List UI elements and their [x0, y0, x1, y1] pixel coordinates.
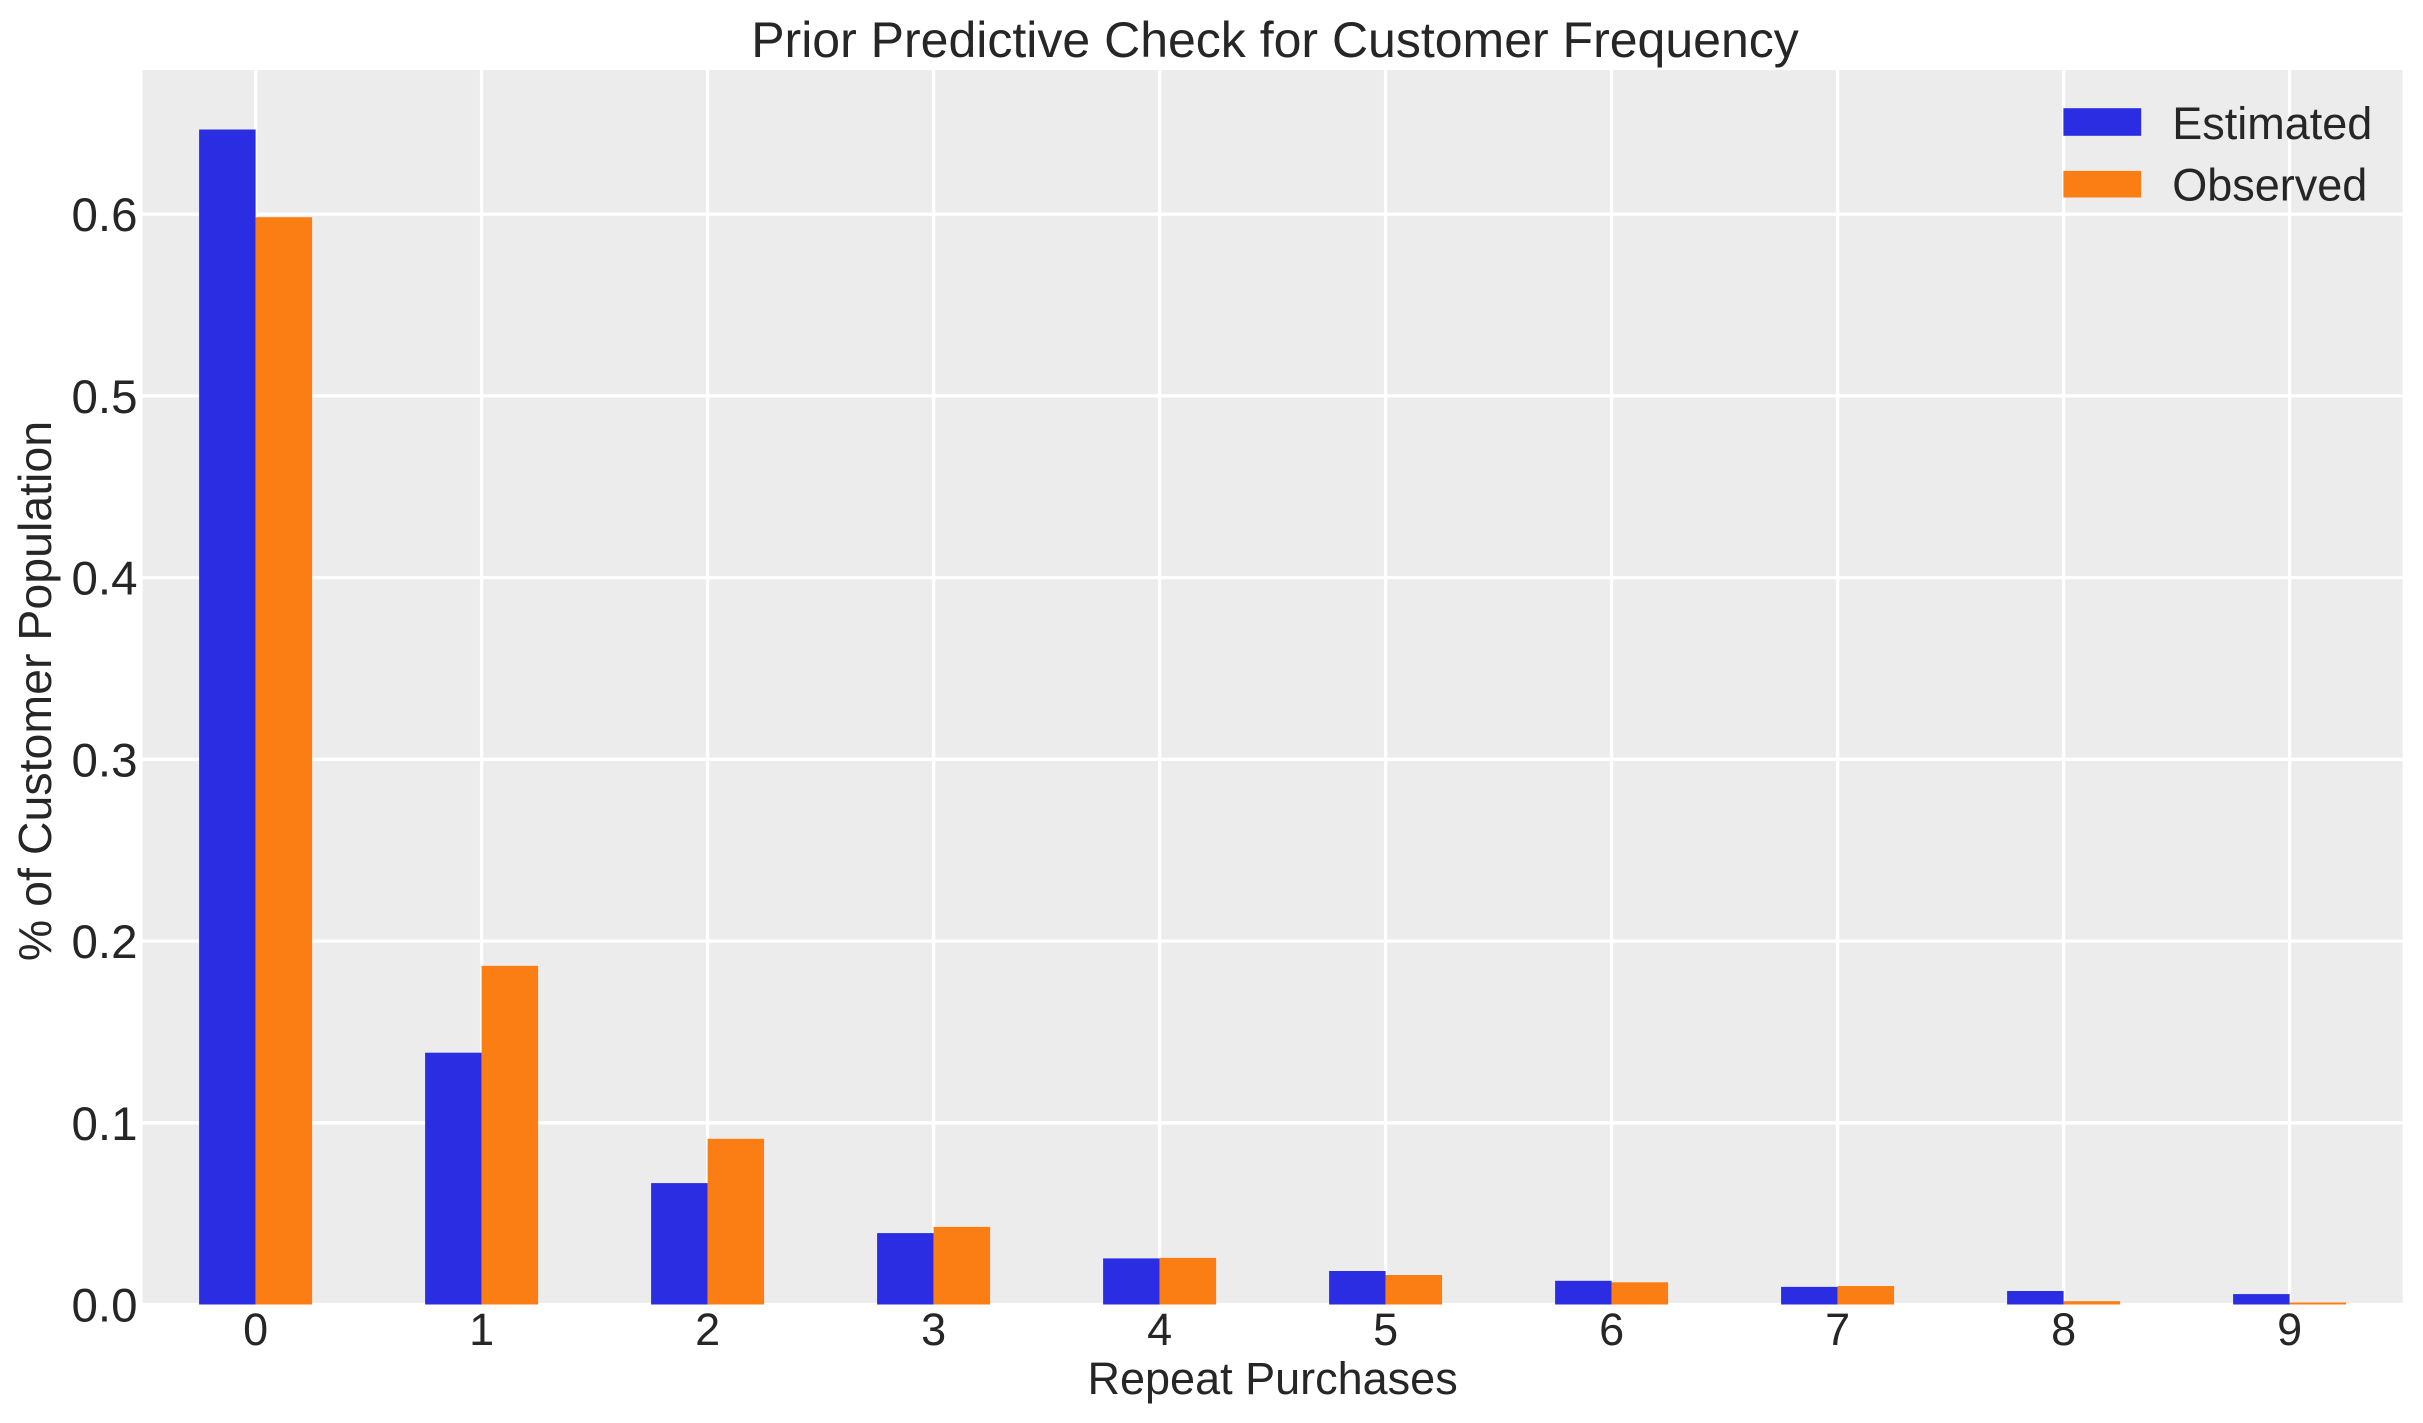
- svg-text:6: 6: [1599, 1304, 1624, 1355]
- svg-text:0.4: 0.4: [71, 553, 137, 606]
- svg-text:0.3: 0.3: [71, 734, 137, 787]
- svg-text:% of Customer Population: % of Customer Population: [9, 421, 61, 961]
- svg-text:0.6: 0.6: [71, 189, 137, 242]
- svg-text:8: 8: [2051, 1304, 2076, 1355]
- svg-text:9: 9: [2277, 1304, 2302, 1355]
- svg-text:0.2: 0.2: [71, 916, 137, 969]
- svg-text:Estimated: Estimated: [2172, 98, 2372, 149]
- svg-text:4: 4: [1147, 1304, 1172, 1355]
- svg-text:1: 1: [469, 1304, 494, 1355]
- svg-text:0.5: 0.5: [71, 371, 137, 424]
- svg-text:3: 3: [921, 1304, 946, 1355]
- svg-text:5: 5: [1373, 1304, 1398, 1355]
- svg-text:7: 7: [1825, 1304, 1850, 1355]
- svg-text:0: 0: [243, 1304, 268, 1355]
- svg-text:Prior Predictive Check for Cus: Prior Predictive Check for Customer Freq…: [751, 12, 1799, 68]
- svg-text:0.0: 0.0: [71, 1280, 137, 1333]
- svg-text:Observed: Observed: [2172, 160, 2367, 211]
- svg-text:2: 2: [695, 1304, 720, 1355]
- svg-text:Repeat Purchases: Repeat Purchases: [1087, 1353, 1457, 1404]
- svg-text:0.1: 0.1: [71, 1098, 137, 1151]
